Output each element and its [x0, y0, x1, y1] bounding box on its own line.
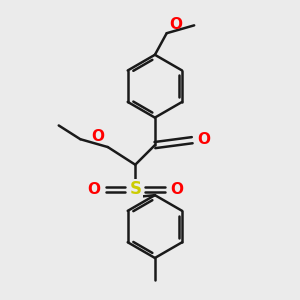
Text: O: O [197, 132, 210, 147]
Text: S: S [129, 180, 141, 198]
Text: O: O [169, 17, 183, 32]
Text: O: O [87, 182, 100, 197]
Text: O: O [91, 129, 104, 144]
Text: O: O [171, 182, 184, 197]
